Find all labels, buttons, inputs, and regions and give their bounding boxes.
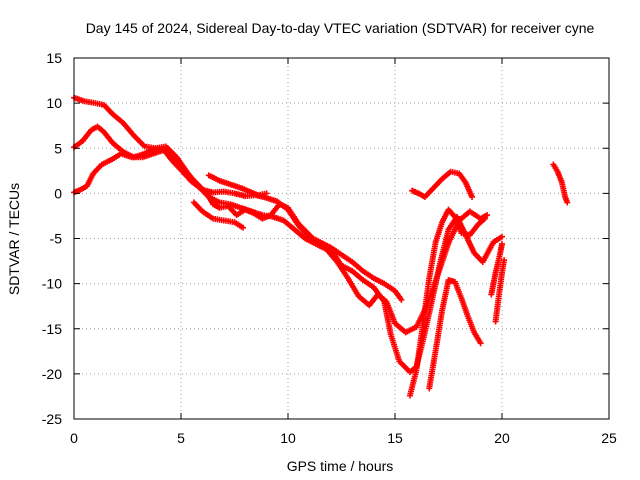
data-point <box>469 193 476 200</box>
y-axis-ticks: -25 -20 -15 -10 -5 0 5 10 15 <box>42 50 609 427</box>
y-tick-label: -20 <box>42 366 62 382</box>
y-tick-label: -25 <box>42 411 62 427</box>
y-axis-label: SDTVAR / TECUs <box>6 183 22 295</box>
data-point <box>240 224 247 231</box>
data-point <box>564 199 571 206</box>
series-track-j <box>492 257 508 325</box>
series-track-f <box>406 206 488 399</box>
x-tick-label: 15 <box>387 430 403 446</box>
x-tick-label: 0 <box>70 430 78 446</box>
series-track-i <box>488 240 505 298</box>
y-tick-label: 15 <box>46 50 62 66</box>
x-tick-label: 10 <box>280 430 296 446</box>
y-tick-label: 0 <box>54 185 62 201</box>
y-tick-label: -10 <box>42 276 62 292</box>
data-series <box>71 94 571 399</box>
x-axis-label: GPS time / hours <box>287 458 394 474</box>
data-point <box>263 190 270 197</box>
data-point <box>398 296 405 303</box>
data-point <box>499 240 505 247</box>
series-track-e <box>205 172 270 199</box>
series-track-k <box>550 161 571 206</box>
y-tick-label: 10 <box>46 95 62 111</box>
y-tick-label: -15 <box>42 321 62 337</box>
data-point <box>499 233 505 240</box>
x-tick-label: 25 <box>601 430 617 446</box>
data-point <box>477 340 484 347</box>
y-tick-label: 5 <box>54 140 62 156</box>
x-tick-label: 20 <box>494 430 510 446</box>
series-track-h <box>426 277 484 392</box>
series-track-d <box>190 199 247 231</box>
series-track-g <box>409 168 476 200</box>
x-tick-label: 5 <box>177 430 185 446</box>
data-point <box>481 215 488 222</box>
y-tick-label: -5 <box>50 231 63 247</box>
data-point <box>484 212 491 219</box>
chart-title: Day 145 of 2024, Sidereal Day-to-day VTE… <box>86 20 595 36</box>
data-point <box>501 257 508 264</box>
grid-lines <box>74 58 609 419</box>
x-axis-ticks: 0 5 10 15 20 25 <box>70 58 617 446</box>
